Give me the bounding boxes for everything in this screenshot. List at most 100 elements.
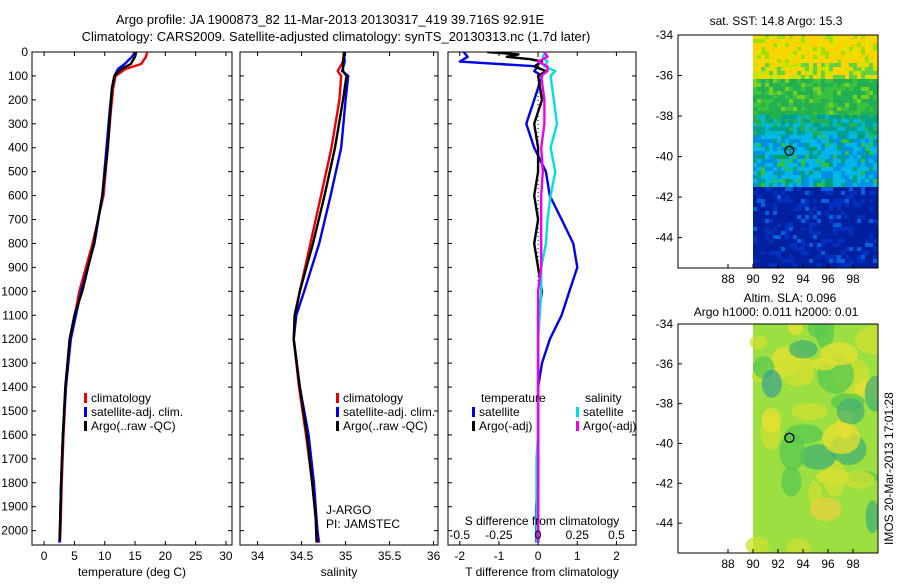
sst-cell xyxy=(773,239,778,244)
sst-cell xyxy=(861,35,866,40)
sst-cell xyxy=(761,99,766,104)
sst-cell xyxy=(865,139,870,144)
sst-cell xyxy=(837,99,842,104)
sst-cell xyxy=(785,139,790,144)
sst-cell xyxy=(773,83,778,88)
sst-cell xyxy=(757,103,762,108)
sst-cell xyxy=(805,63,810,68)
sst-cell xyxy=(873,139,878,144)
sst-cell xyxy=(865,107,870,112)
sst-cell xyxy=(873,195,878,200)
sst-cell xyxy=(773,67,778,72)
sst-cell xyxy=(797,143,802,148)
sst-cell xyxy=(837,259,842,264)
series-group xyxy=(58,52,149,543)
sst-cell xyxy=(813,259,818,264)
sst-cell xyxy=(765,79,770,84)
sst-cell xyxy=(845,183,850,188)
sst-cell xyxy=(777,135,782,140)
sst-cell xyxy=(801,199,806,204)
sst-cell xyxy=(821,95,826,100)
sst-cell xyxy=(821,59,826,64)
sst-cell xyxy=(837,67,842,72)
sst-cell xyxy=(849,183,854,188)
sst-cell xyxy=(753,103,758,108)
sst-cell xyxy=(757,175,762,180)
sst-cell xyxy=(761,91,766,96)
sst-cell xyxy=(777,215,782,220)
sst-cell xyxy=(857,95,862,100)
sst-cell xyxy=(785,187,790,192)
sst-cell xyxy=(805,95,810,100)
sst-cell xyxy=(801,131,806,136)
sst-cell xyxy=(761,75,766,80)
sst-cell xyxy=(753,99,758,104)
sst-cell xyxy=(777,91,782,96)
sst-cell xyxy=(841,79,846,84)
sst-cell xyxy=(841,255,846,260)
sst-cell xyxy=(841,183,846,188)
sst-cell xyxy=(797,259,802,264)
sst-cell xyxy=(813,123,818,128)
sst-cell xyxy=(793,39,798,44)
sst-cell xyxy=(773,71,778,76)
sst-cell xyxy=(841,43,846,48)
sst-cell xyxy=(781,135,786,140)
sst-cell xyxy=(825,115,830,120)
sst-cell xyxy=(789,187,794,192)
sst-cell xyxy=(761,55,766,60)
sst-cell xyxy=(781,183,786,188)
sst-cell xyxy=(857,223,862,228)
sla-blob xyxy=(836,398,865,425)
sst-cell xyxy=(817,219,822,224)
sst-cell xyxy=(805,79,810,84)
sst-cell xyxy=(817,235,822,240)
sst-cell xyxy=(869,43,874,48)
sst-cell xyxy=(809,123,814,128)
sst-cell xyxy=(821,131,826,136)
sst-cell xyxy=(865,59,870,64)
x-tick-label: -1 xyxy=(494,549,505,563)
sst-cell xyxy=(781,263,786,268)
sst-cell xyxy=(809,79,814,84)
sst-cell xyxy=(837,215,842,220)
sst-cell xyxy=(809,99,814,104)
sst-cell xyxy=(769,35,774,40)
sst-cell xyxy=(821,115,826,120)
sst-cell xyxy=(817,79,822,84)
sst-cell xyxy=(845,83,850,88)
sst-cell xyxy=(753,43,758,48)
sst-cell xyxy=(849,247,854,252)
sst-cell xyxy=(777,223,782,228)
sst-cell xyxy=(837,251,842,256)
sst-cell xyxy=(841,159,846,164)
sst-cell xyxy=(817,87,822,92)
legend-entry: Argo(..raw -QC) xyxy=(343,419,428,433)
sst-cell xyxy=(821,255,826,260)
sst-cell xyxy=(765,75,770,80)
legend-swatch xyxy=(472,421,475,431)
sst-cell xyxy=(813,143,818,148)
sst-cell xyxy=(821,215,826,220)
sst-cell xyxy=(869,83,874,88)
sst-cell xyxy=(785,207,790,212)
sst-cell xyxy=(813,79,818,84)
sst-cell xyxy=(841,195,846,200)
sst-cell xyxy=(797,191,802,196)
sst-cell xyxy=(873,199,878,204)
sst-cell xyxy=(789,183,794,188)
sst-cell xyxy=(817,179,822,184)
sst-cell xyxy=(833,111,838,116)
sst-cell xyxy=(777,131,782,136)
sst-cell xyxy=(837,159,842,164)
sst-cell xyxy=(861,227,866,232)
sst-cell xyxy=(757,207,762,212)
sst-cell xyxy=(781,195,786,200)
sst-cell xyxy=(861,95,866,100)
sst-cell xyxy=(765,95,770,100)
sst-cell xyxy=(873,111,878,116)
sst-cell xyxy=(817,127,822,132)
sst-cell xyxy=(757,159,762,164)
sst-cell xyxy=(833,235,838,240)
